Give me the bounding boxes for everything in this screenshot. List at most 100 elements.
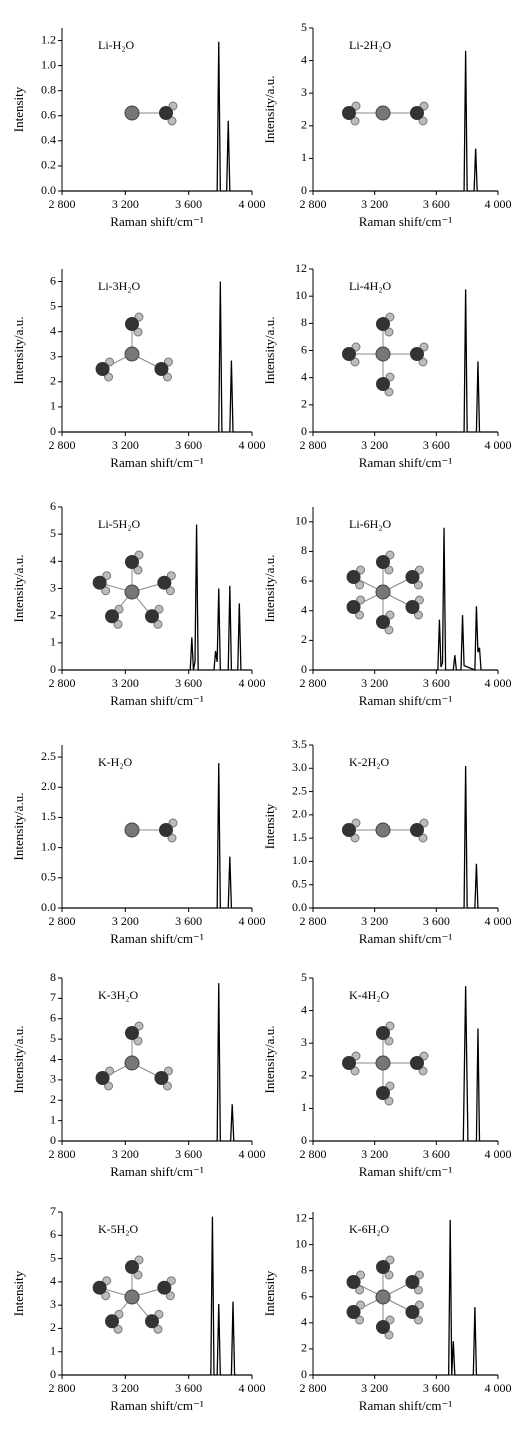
hydrogen bbox=[419, 101, 429, 111]
y-tick-label: 0.0 bbox=[292, 900, 307, 914]
hydrogen bbox=[162, 1081, 172, 1091]
panel: 0 2 4 6 8 10 2 800 3 200 3 600 4 000 Raman shift/c… bbox=[262, 507, 512, 708]
hydrogen bbox=[102, 1276, 112, 1286]
panel-label: K-4H₂O bbox=[349, 988, 390, 1002]
hydrogen bbox=[133, 565, 143, 575]
oxygen bbox=[144, 1314, 159, 1329]
hydrogen bbox=[355, 1285, 365, 1295]
oxygen bbox=[157, 575, 172, 590]
y-tick-label: 3 bbox=[50, 580, 56, 594]
panel-label: Li-4H₂O bbox=[349, 279, 392, 293]
metal-atom bbox=[124, 822, 140, 838]
oxygen bbox=[410, 347, 424, 361]
hydrogen bbox=[414, 1300, 424, 1310]
oxygen bbox=[410, 1056, 424, 1070]
hydrogen bbox=[114, 604, 124, 614]
oxygen bbox=[154, 362, 169, 376]
panel: 0 1 2 3 4 5 6 7 2 800 3 200 3 600 4 000 Raman shift/… bbox=[11, 1204, 266, 1413]
x-tick-label: 4 000 bbox=[239, 1147, 266, 1161]
hydrogen bbox=[419, 818, 429, 828]
x-tick-label: 2 800 bbox=[300, 1381, 327, 1395]
x-tick-label: 3 200 bbox=[361, 438, 388, 452]
y-tick-label: 7 bbox=[50, 990, 56, 1004]
hydrogen bbox=[413, 1315, 423, 1325]
y-tick-label: 5 bbox=[301, 970, 307, 984]
hydrogen bbox=[167, 116, 177, 126]
x-axis-title: Raman shift/cm⁻¹ bbox=[110, 931, 204, 946]
panel: 0.0 0.5 1.0 1.5 2.0 2.5 2 800 3 200 3 600 4 000 Ra… bbox=[11, 745, 266, 946]
spectrum-line bbox=[313, 50, 498, 192]
hydrogen bbox=[385, 1081, 395, 1091]
y-tick-label: 3 bbox=[50, 349, 56, 363]
hydrogen bbox=[105, 357, 115, 367]
x-tick-label: 3 600 bbox=[175, 438, 202, 452]
oxygen bbox=[376, 1320, 390, 1334]
hydrogen bbox=[165, 1291, 175, 1301]
x-axis-title: Raman shift/cm⁻¹ bbox=[359, 214, 453, 229]
oxygen bbox=[95, 362, 110, 376]
hydrogen bbox=[384, 387, 394, 397]
y-tick-label: 0.0 bbox=[41, 900, 56, 914]
x-tick-label: 2 800 bbox=[300, 676, 327, 690]
spectrum-line bbox=[313, 986, 498, 1142]
hydrogen bbox=[384, 327, 394, 337]
hydrogen bbox=[133, 1270, 143, 1280]
y-axis-title: Intensity/a.u. bbox=[262, 76, 277, 144]
oxygen bbox=[346, 1275, 361, 1289]
x-tick-label: 3 200 bbox=[112, 197, 139, 211]
hydrogen bbox=[355, 580, 365, 590]
x-tick-label: 4 000 bbox=[239, 438, 266, 452]
hydrogen bbox=[351, 342, 361, 352]
y-tick-label: 4 bbox=[50, 553, 56, 567]
spectrum-line bbox=[62, 41, 252, 192]
y-tick-label: 1.5 bbox=[292, 830, 307, 844]
hydrogen bbox=[385, 1021, 395, 1031]
oxygen bbox=[376, 317, 390, 331]
oxygen bbox=[105, 1314, 120, 1329]
hydrogen bbox=[163, 1066, 173, 1076]
hydrogen bbox=[134, 1255, 144, 1265]
x-tick-label: 4 000 bbox=[485, 197, 512, 211]
x-axis-title: Raman shift/cm⁻¹ bbox=[359, 1164, 453, 1179]
y-tick-label: 1.0 bbox=[292, 853, 307, 867]
hydrogen bbox=[101, 586, 111, 596]
x-axis-title: Raman shift/cm⁻¹ bbox=[359, 455, 453, 470]
oxygen bbox=[159, 823, 173, 837]
hydrogen bbox=[351, 1051, 361, 1061]
hydrogen bbox=[154, 604, 164, 614]
hydrogen bbox=[134, 312, 144, 322]
panel: 0 1 2 3 4 5 2 800 3 200 3 600 4 000 Raman shift/cm… bbox=[262, 20, 512, 229]
x-tick-label: 4 000 bbox=[485, 438, 512, 452]
x-tick-label: 2 800 bbox=[49, 438, 76, 452]
oxygen bbox=[346, 570, 361, 584]
hydrogen bbox=[162, 372, 172, 382]
y-tick-label: 5 bbox=[50, 298, 56, 312]
oxygen bbox=[92, 1280, 107, 1295]
hydrogen bbox=[154, 1309, 164, 1319]
oxygen bbox=[376, 615, 390, 629]
panel: 0 2 4 6 8 10 12 2 800 3 200 3 600 4 000 Raman shift… bbox=[262, 261, 512, 470]
x-tick-label: 3 200 bbox=[361, 676, 388, 690]
y-tick-label: 1 bbox=[50, 1343, 56, 1357]
hydrogen bbox=[356, 1270, 366, 1280]
panel: 0.0 0.2 0.4 0.6 0.8 1.0 1.2 2 800 3 200 3 600 4 00… bbox=[11, 28, 266, 229]
spectrum-line bbox=[62, 524, 252, 671]
y-tick-label: 0 bbox=[50, 424, 56, 438]
x-axis-title: Raman shift/cm⁻¹ bbox=[359, 693, 453, 708]
oxygen bbox=[125, 317, 139, 331]
spectrum-line bbox=[313, 527, 498, 671]
y-tick-label: 6 bbox=[50, 499, 56, 513]
y-tick-label: 5 bbox=[50, 1250, 56, 1264]
x-tick-label: 4 000 bbox=[485, 1381, 512, 1395]
y-tick-label: 3 bbox=[50, 1297, 56, 1311]
panel: 0 1 2 3 4 5 6 2 800 3 200 3 600 4 000 Raman shift/c… bbox=[11, 269, 266, 470]
x-tick-label: 3 600 bbox=[175, 197, 202, 211]
metal-atom bbox=[124, 105, 140, 121]
x-tick-label: 3 600 bbox=[423, 197, 450, 211]
y-tick-label: 0.4 bbox=[41, 133, 56, 147]
spectrum-line bbox=[62, 983, 252, 1142]
x-tick-label: 3 600 bbox=[175, 914, 202, 928]
y-tick-label: 3 bbox=[50, 1072, 56, 1086]
x-tick-label: 3 600 bbox=[423, 1381, 450, 1395]
hydrogen bbox=[101, 1291, 111, 1301]
